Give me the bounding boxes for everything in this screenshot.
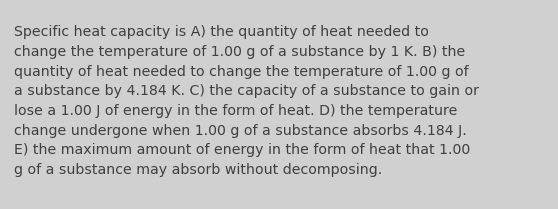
Text: Specific heat capacity is A) the quantity of heat needed to
change the temperatu: Specific heat capacity is A) the quantit… bbox=[14, 25, 479, 177]
